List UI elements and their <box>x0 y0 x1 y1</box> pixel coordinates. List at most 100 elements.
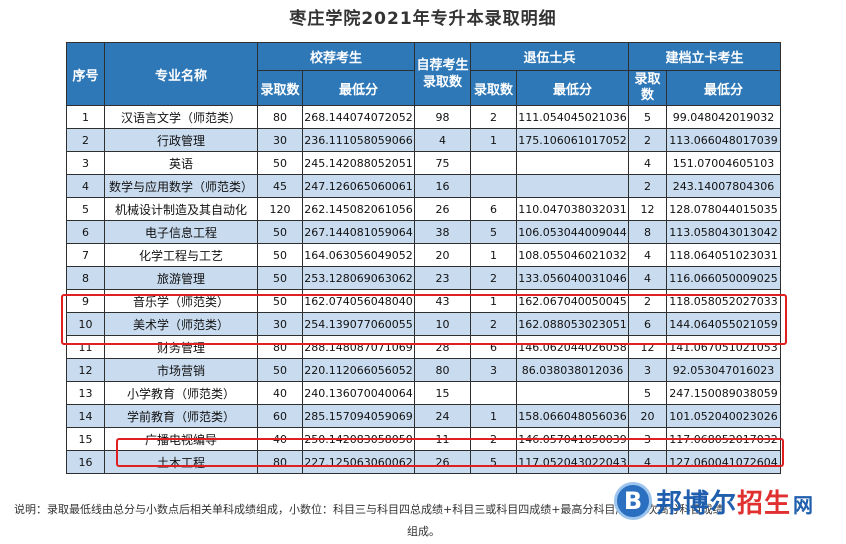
cell-vet-count: 2 <box>470 266 518 290</box>
cell-rec-min: 288.148087071069 <box>301 335 416 359</box>
cell-rec-min: 250.142083058050 <box>301 427 416 451</box>
cell-vet-min: 175.106061017052 <box>516 128 630 152</box>
cell-rec-count: 50 <box>257 151 303 175</box>
cell-rec-min: 247.126065060061 <box>301 174 416 198</box>
cell-rec-count: 45 <box>257 174 303 198</box>
cell-vet-min: 117.052043022043 <box>516 450 630 474</box>
table-row: 7 化学工程与工艺 50 164.063056049052 20 1 108.0550460… <box>66 243 782 267</box>
cell-vet-count <box>470 151 518 175</box>
cell-card-min: 118.064051023031 <box>666 243 782 267</box>
header-card: 建档立卡考生 <box>628 42 782 71</box>
cell-vet-count: 1 <box>470 289 518 313</box>
cell-seq: 10 <box>66 312 105 336</box>
cell-card-min: 118.058052027033 <box>666 289 782 313</box>
header-major: 专业名称 <box>104 42 258 106</box>
cell-seq: 14 <box>66 404 105 428</box>
header-self-label: 自荐考生录取数 <box>416 58 469 90</box>
cell-seq: 15 <box>66 427 105 451</box>
cell-card-min: 151.07004605103 <box>666 151 782 175</box>
cell-vet-count: 2 <box>470 312 518 336</box>
cell-card-count: 4 <box>628 450 668 474</box>
cell-vet-min: 110.047038032031 <box>516 197 630 221</box>
table-row: 11 财务管理 80 288.148087071069 28 6 146.062044026… <box>66 335 782 359</box>
cell-vet-count: 1 <box>470 128 518 152</box>
cell-card-min: 101.052040023026 <box>666 404 782 428</box>
header-rec-min: 最低分 <box>301 70 416 106</box>
table-row: 16 土木工程 80 227.125063060062 26 5 117.052043022… <box>66 450 782 474</box>
cell-rec-count: 80 <box>257 335 303 359</box>
cell-major: 土木工程 <box>104 450 258 474</box>
table-row: 8 旅游管理 50 253.128069063062 23 2 133.0560400310… <box>66 266 782 290</box>
cell-card-count: 4 <box>628 266 668 290</box>
cell-seq: 8 <box>66 266 105 290</box>
cell-card-count: 12 <box>628 197 668 221</box>
cell-seq: 2 <box>66 128 105 152</box>
cell-seq: 16 <box>66 450 105 474</box>
cell-self-count: 26 <box>414 450 472 474</box>
cell-major: 美术学（师范类） <box>104 312 258 336</box>
cell-vet-count: 6 <box>470 197 518 221</box>
cell-card-min: 141.067051021053 <box>666 335 782 359</box>
cell-seq: 12 <box>66 358 105 382</box>
cell-vet-min <box>516 151 630 175</box>
header-card-count-label: 录取数 <box>634 72 661 103</box>
cell-self-count: 75 <box>414 151 472 175</box>
cell-rec-min: 267.144081059064 <box>301 220 416 244</box>
cell-self-count: 20 <box>414 243 472 267</box>
cell-card-count: 2 <box>628 174 668 198</box>
footnote-line2: 组成。 <box>407 525 440 538</box>
cell-card-min: 247.150089038059 <box>666 381 782 405</box>
cell-card-count: 8 <box>628 220 668 244</box>
cell-major: 数学与应用数学（师范类） <box>104 174 258 198</box>
cell-self-count: 80 <box>414 358 472 382</box>
header-card-count: 录取数 <box>628 70 668 106</box>
cell-self-count: 26 <box>414 197 472 221</box>
table-row: 12 市场营销 50 220.112066056052 80 3 86.0380380120… <box>66 358 782 382</box>
cell-seq: 6 <box>66 220 105 244</box>
cell-vet-count: 1 <box>470 243 518 267</box>
cell-rec-count: 80 <box>257 105 303 129</box>
cell-rec-min: 285.157094059069 <box>301 404 416 428</box>
cell-vet-count <box>470 381 518 405</box>
cell-major: 英语 <box>104 151 258 175</box>
cell-vet-count: 2 <box>470 427 518 451</box>
cell-self-count: 28 <box>414 335 472 359</box>
cell-self-count: 11 <box>414 427 472 451</box>
table-row: 13 小学教育（师范类） 40 240.136070040064 15 5 247.1500… <box>66 381 782 405</box>
logo-text-tail: 网 <box>793 492 815 517</box>
cell-self-count: 38 <box>414 220 472 244</box>
cell-major: 旅游管理 <box>104 266 258 290</box>
cell-vet-count: 5 <box>470 220 518 244</box>
cell-seq: 13 <box>66 381 105 405</box>
cell-self-count: 10 <box>414 312 472 336</box>
cell-vet-min: 162.067040050045 <box>516 289 630 313</box>
header-veteran: 退伍士兵 <box>470 42 630 71</box>
cell-card-count: 2 <box>628 289 668 313</box>
cell-rec-count: 60 <box>257 404 303 428</box>
cell-rec-count: 50 <box>257 220 303 244</box>
cell-card-count: 3 <box>628 427 668 451</box>
cell-self-count: 98 <box>414 105 472 129</box>
cell-major: 市场营销 <box>104 358 258 382</box>
table-row: 9 音乐学（师范类） 50 162.074056048040 43 1 162.067040… <box>66 289 782 313</box>
cell-card-min: 128.078044015035 <box>666 197 782 221</box>
cell-vet-count: 5 <box>470 450 518 474</box>
cell-seq: 7 <box>66 243 105 267</box>
cell-card-min: 116.066050009025 <box>666 266 782 290</box>
cell-rec-min: 227.125063060062 <box>301 450 416 474</box>
cell-vet-count <box>470 174 518 198</box>
cell-major: 机械设计制造及其自动化 <box>104 197 258 221</box>
footnote: 说明：录取最低线由总分与小数点后相关单科成绩组成，小数位：科目三与科目四总成绩+… <box>14 499 844 543</box>
cell-vet-count: 2 <box>470 105 518 129</box>
cell-card-min: 144.064055021059 <box>666 312 782 336</box>
header-seq: 序号 <box>66 42 105 106</box>
cell-vet-min: 146.057041050039 <box>516 427 630 451</box>
cell-vet-min <box>516 174 630 198</box>
cell-major: 财务管理 <box>104 335 258 359</box>
cell-rec-min: 254.139077060055 <box>301 312 416 336</box>
cell-seq: 11 <box>66 335 105 359</box>
cell-vet-min: 146.062044026058 <box>516 335 630 359</box>
cell-card-count: 4 <box>628 151 668 175</box>
logo-text: 邦博尔招生网 <box>656 483 814 520</box>
cell-major: 电子信息工程 <box>104 220 258 244</box>
